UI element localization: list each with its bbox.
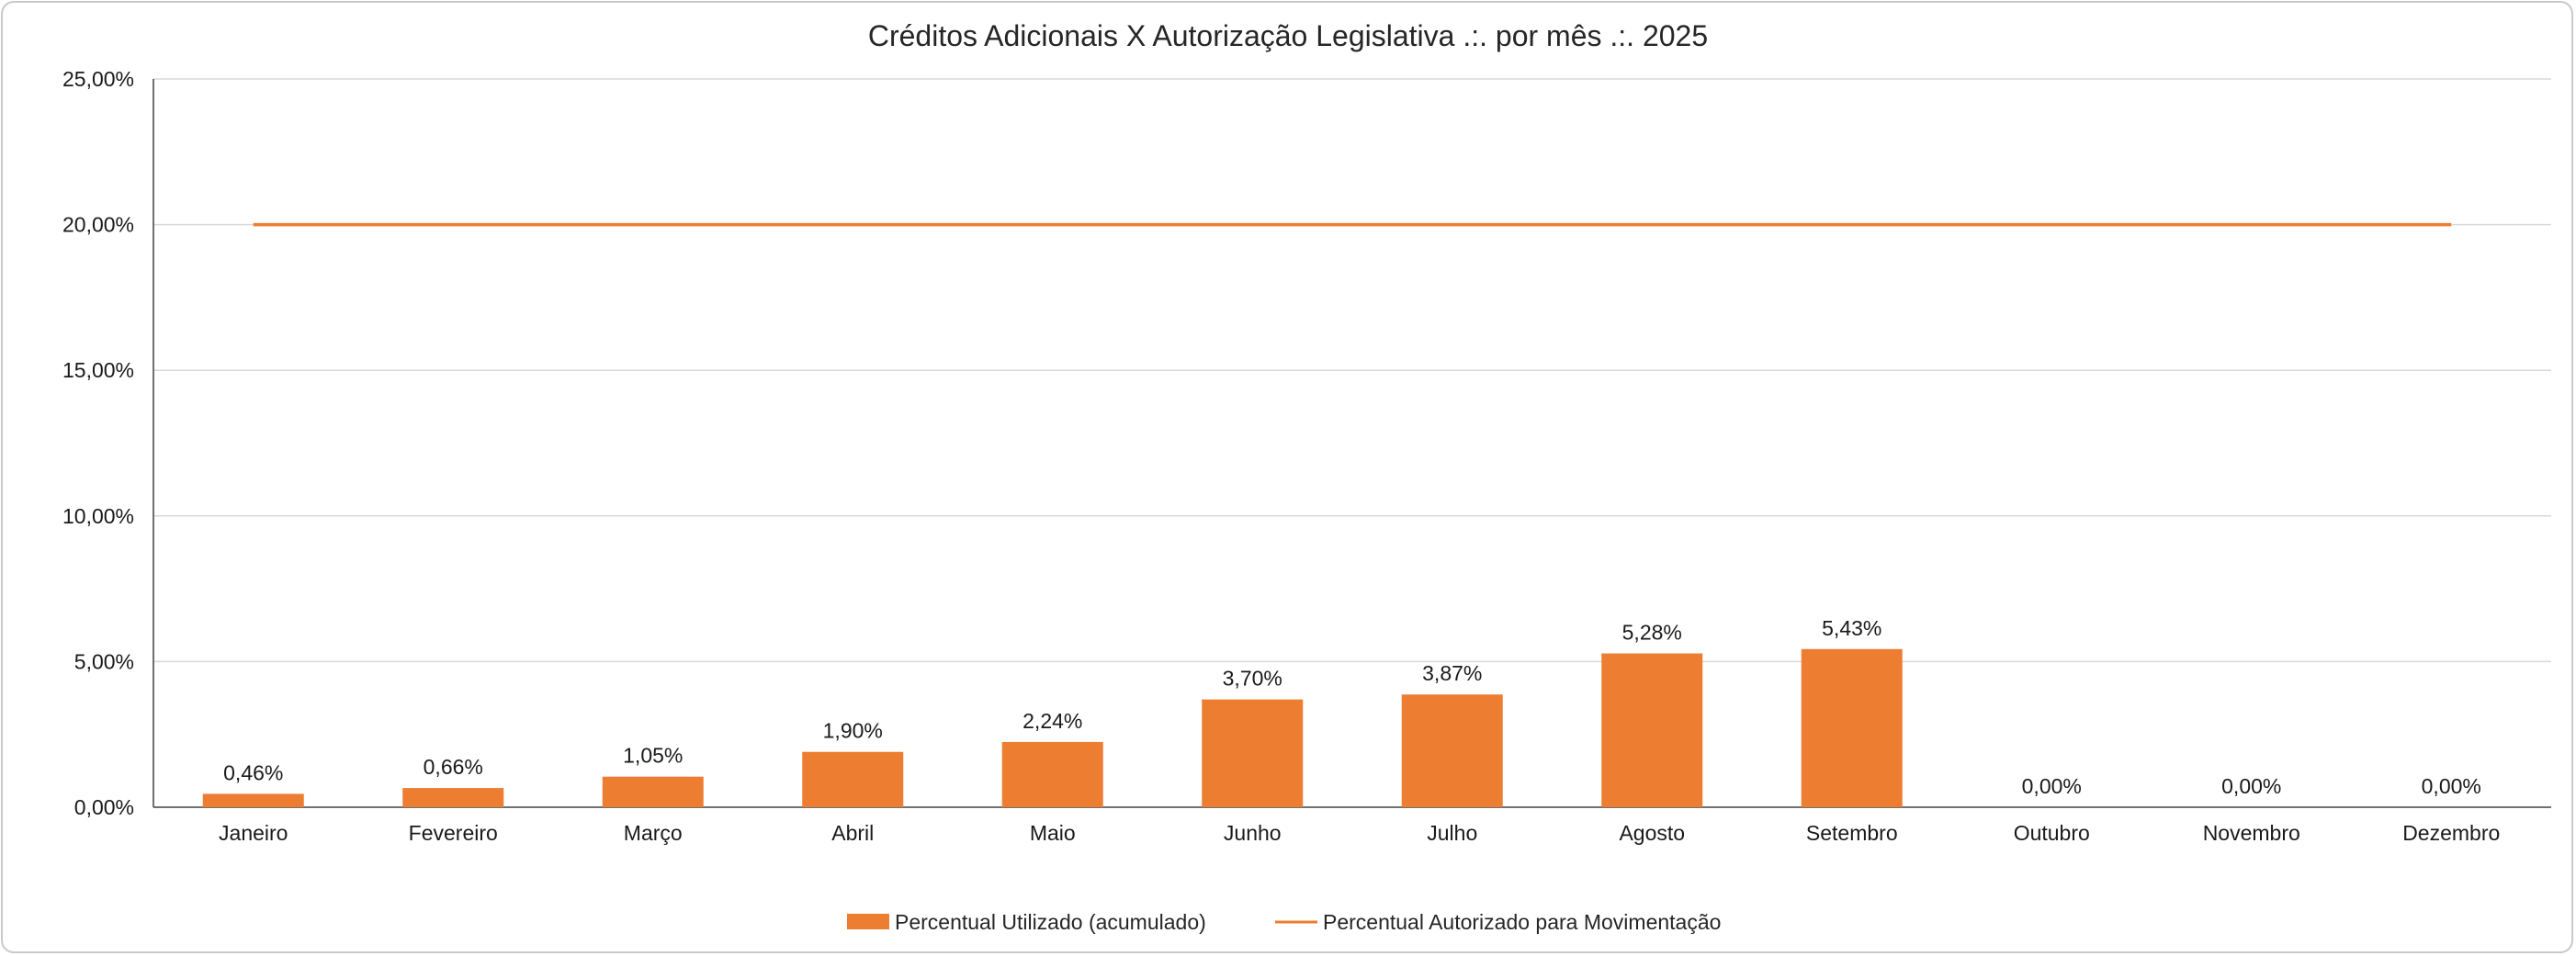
x-tick-label: Fevereiro bbox=[409, 821, 498, 845]
bar bbox=[802, 751, 904, 807]
data-label: 3,87% bbox=[1422, 661, 1482, 685]
gridlines bbox=[153, 78, 2551, 808]
x-axis-ticks: Janeiro Fevereiro Março Abril Maio Junho Julho… bbox=[219, 821, 2500, 845]
legend-label-line: Percentual Autorizado para Movimentação bbox=[1323, 910, 1721, 934]
y-tick-label: 15,00% bbox=[62, 358, 134, 382]
x-tick-label: Maio bbox=[1030, 821, 1076, 845]
y-tick-label: 5,00% bbox=[74, 649, 134, 673]
y-tick-label: 0,00% bbox=[74, 795, 134, 819]
chart-title: Créditos Adicionais X Autorização Legisl… bbox=[868, 19, 1708, 52]
data-label: 2,24% bbox=[1022, 709, 1082, 733]
bar bbox=[1401, 694, 1503, 807]
x-tick-label: Novembro bbox=[2203, 821, 2300, 845]
x-tick-label: Abril bbox=[831, 821, 874, 845]
legend-label-bar: Percentual Utilizado (acumulado) bbox=[895, 910, 1206, 934]
y-axis-ticks: 0,00% 5,00% 10,00% 15,00% 20,00% 25,00% bbox=[62, 67, 134, 819]
y-tick-label: 20,00% bbox=[62, 213, 134, 237]
x-tick-label: Janeiro bbox=[219, 821, 288, 845]
data-label: 1,90% bbox=[823, 719, 883, 743]
bar bbox=[602, 776, 704, 807]
bars bbox=[202, 648, 1903, 807]
bar bbox=[1601, 653, 1703, 807]
data-labels: 0,46% 0,66% 1,05% 1,90% 2,24% 3,70% 3,87% 5,28%… bbox=[223, 616, 2481, 798]
x-tick-label: Outubro bbox=[2014, 821, 2090, 845]
x-tick-label: Março bbox=[624, 821, 683, 845]
x-tick-label: Junho bbox=[1224, 821, 1282, 845]
data-label: 5,28% bbox=[1622, 621, 1682, 645]
data-label: 0,66% bbox=[424, 755, 483, 779]
bar bbox=[1202, 699, 1304, 807]
legend: Percentual Utilizado (acumulado) Percent… bbox=[847, 910, 1721, 934]
bar bbox=[202, 793, 304, 807]
legend-swatch-bar bbox=[847, 914, 889, 929]
bar bbox=[1001, 741, 1103, 807]
y-tick-label: 25,00% bbox=[62, 67, 134, 91]
y-tick-label: 10,00% bbox=[62, 504, 134, 528]
x-tick-label: Julho bbox=[1427, 821, 1477, 845]
data-label: 3,70% bbox=[1223, 667, 1282, 691]
data-label: 0,46% bbox=[223, 760, 283, 784]
data-label: 0,00% bbox=[2022, 774, 2082, 798]
x-tick-label: Dezembro bbox=[2402, 821, 2500, 845]
x-tick-label: Agosto bbox=[1619, 821, 1685, 845]
bar bbox=[402, 788, 504, 807]
data-label: 0,00% bbox=[2221, 774, 2281, 798]
x-tick-label: Setembro bbox=[1806, 821, 1898, 845]
data-label: 1,05% bbox=[623, 744, 683, 768]
data-label: 0,00% bbox=[2422, 774, 2481, 798]
data-label: 5,43% bbox=[1822, 616, 1881, 640]
bar bbox=[1801, 648, 1903, 807]
